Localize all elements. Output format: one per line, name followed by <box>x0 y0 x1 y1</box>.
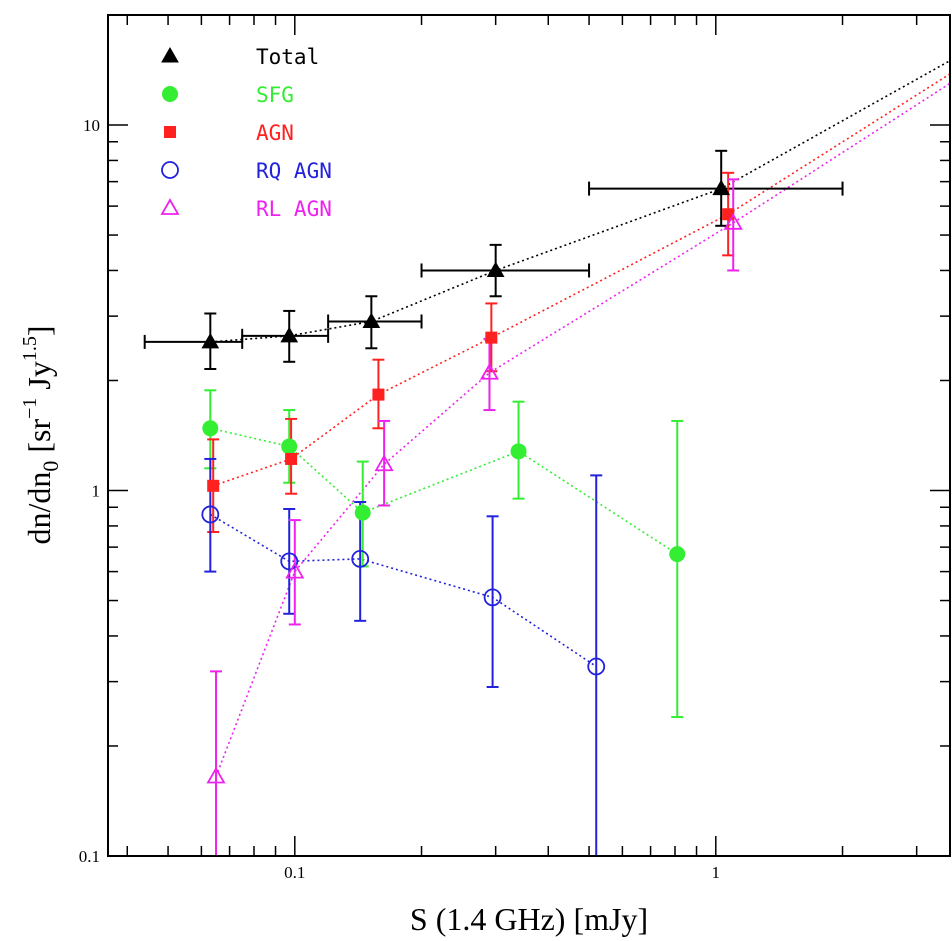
data-point-total <box>201 332 220 349</box>
y-tick-label: 1 <box>92 482 101 501</box>
data-point-rq-agn <box>280 552 299 571</box>
fit-line-total <box>210 59 951 343</box>
legend-label-agn: AGN <box>256 121 294 145</box>
y-label-sup1: −1 <box>19 398 41 419</box>
error-bars <box>143 149 844 856</box>
legend-label-rl-agn: RL AGN <box>256 197 332 221</box>
data-point-agn <box>207 479 220 492</box>
data-point-rq-agn <box>201 505 220 524</box>
data-point-total <box>486 261 505 277</box>
data-point-sfg <box>281 438 298 455</box>
y-label-mid: Jy <box>21 361 57 397</box>
x-tick-label: 0.1 <box>284 863 305 882</box>
x-axis-label: S (1.4 GHz) [mJy] <box>410 901 648 937</box>
data-point-total <box>362 312 381 329</box>
data-point-agn <box>285 452 298 465</box>
tick-labels: 0.1 1 0.1 1 10 <box>79 116 720 882</box>
y-axis-label: dn/dn0 [sr−1 Jy1.5] <box>19 325 63 544</box>
legend-marker-sfg <box>162 86 178 102</box>
legend-label-total: Total <box>256 45 319 69</box>
data-point-rq-agn <box>351 549 370 568</box>
fit-lines <box>209 59 951 777</box>
data-point-sfg <box>669 546 686 563</box>
data-point-rq-agn <box>483 588 502 607</box>
legend-marker-agn <box>164 126 176 138</box>
y-label-bracket-open: [sr <box>21 419 57 461</box>
data-point-rl-agn <box>374 454 394 472</box>
data-point-sfg <box>354 504 371 521</box>
legend-label-sfg: SFG <box>256 83 294 107</box>
plot-frame <box>107 14 951 857</box>
data-point-sfg <box>202 420 219 437</box>
data-point-rl-agn <box>723 213 743 230</box>
fit-line-rq-agn <box>209 513 597 668</box>
y-tick-label: 10 <box>83 116 100 135</box>
y-label-main: dn/dn <box>21 472 57 545</box>
legend-marker-rq-agn <box>161 161 179 179</box>
data-point-agn <box>485 331 498 344</box>
fit-line-sfg <box>210 427 678 555</box>
data-point-agn <box>372 388 385 401</box>
data-point-rl-agn <box>479 362 500 380</box>
legend-label-rq-agn: RQ AGN <box>256 159 332 183</box>
legend-marker-rl-agn <box>160 198 180 215</box>
data-point-total <box>280 326 299 343</box>
y-tick-label: 0.1 <box>79 847 100 866</box>
y-label-sup2: 1.5 <box>19 336 41 361</box>
y-label-bracket-close: ] <box>21 325 57 336</box>
legend-marker-total <box>161 46 179 63</box>
data-markers <box>201 179 743 784</box>
data-point-sfg <box>510 443 527 460</box>
y-label-sub: 0 <box>38 461 63 472</box>
x-tick-label: 1 <box>712 863 721 882</box>
data-point-rl-agn <box>206 766 226 784</box>
data-point-rq-agn <box>587 657 606 676</box>
legend: Total SFG AGN RQ AGN RL AGN <box>160 45 332 221</box>
data-point-total <box>712 179 731 196</box>
data-point-rl-agn <box>285 561 305 579</box>
data-point-agn <box>722 208 735 221</box>
